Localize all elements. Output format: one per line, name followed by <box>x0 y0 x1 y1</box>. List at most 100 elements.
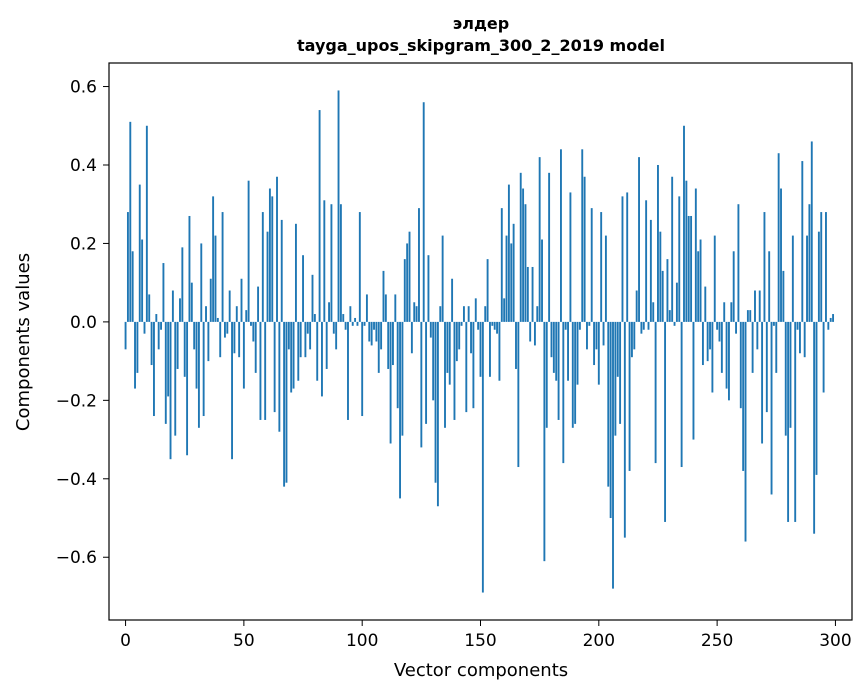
bar <box>164 321 167 424</box>
bar <box>765 321 768 413</box>
bar <box>325 321 328 369</box>
bar <box>768 251 771 322</box>
bar <box>825 212 827 322</box>
bar <box>491 321 494 326</box>
x-tick-label: 100 <box>346 631 378 651</box>
bar <box>550 321 553 358</box>
bar <box>791 235 794 322</box>
bar <box>671 176 674 322</box>
bar <box>259 321 262 420</box>
bar <box>744 321 747 542</box>
bar <box>820 212 823 322</box>
bar <box>664 321 667 522</box>
bar <box>273 321 276 413</box>
bar <box>541 239 543 322</box>
bar <box>418 208 420 322</box>
bar <box>730 302 733 322</box>
bar <box>406 243 409 322</box>
bar <box>190 282 193 322</box>
x-tick-label: 250 <box>701 631 733 651</box>
bar <box>777 153 780 322</box>
bar <box>481 321 484 593</box>
bar <box>361 321 364 417</box>
bar <box>384 294 387 322</box>
bar <box>649 219 652 322</box>
bar <box>311 274 314 322</box>
bar <box>515 321 517 369</box>
bar <box>586 321 588 350</box>
bar <box>560 149 562 322</box>
bar <box>642 321 645 330</box>
bar <box>306 321 309 334</box>
bar <box>668 310 671 322</box>
bar <box>604 235 607 322</box>
bar <box>564 321 567 330</box>
bar <box>531 266 534 322</box>
bar <box>685 180 688 322</box>
bar <box>394 294 397 322</box>
bar <box>202 321 205 417</box>
bar <box>538 157 541 322</box>
bar <box>645 200 648 322</box>
bar <box>330 204 333 322</box>
bar <box>512 223 515 322</box>
bar <box>517 321 520 468</box>
bar <box>470 321 472 354</box>
bar <box>602 321 605 346</box>
bar <box>607 321 610 487</box>
bar <box>801 161 804 322</box>
bar <box>621 196 624 322</box>
bar <box>261 212 264 322</box>
bar <box>250 321 252 326</box>
bar <box>351 321 354 326</box>
bar <box>242 321 245 389</box>
bar <box>661 270 664 322</box>
bar <box>451 278 454 322</box>
y-axis-label: Components values <box>13 253 34 431</box>
bar <box>254 321 257 373</box>
bar <box>576 321 579 385</box>
bar <box>171 290 174 322</box>
bar <box>720 321 723 373</box>
bar <box>347 321 349 420</box>
bar <box>373 321 375 330</box>
bar <box>460 321 463 326</box>
bar <box>562 321 565 464</box>
bar <box>638 157 640 322</box>
bar <box>742 321 745 471</box>
bar <box>392 321 394 366</box>
x-tick-label: 50 <box>233 631 255 651</box>
bar <box>815 321 818 475</box>
bar <box>609 321 612 519</box>
x-tick-label: 300 <box>819 631 851 651</box>
bar <box>247 180 250 322</box>
bar <box>264 321 267 420</box>
bar <box>335 321 338 350</box>
bar <box>193 321 196 350</box>
bar <box>489 321 491 377</box>
bar <box>735 321 737 334</box>
bar <box>659 231 662 322</box>
bar <box>555 321 558 381</box>
bar <box>817 231 820 322</box>
bar <box>723 302 726 322</box>
bar <box>207 321 210 362</box>
bar <box>597 321 600 385</box>
x-axis: 0 50 100 150 200 250 300 <box>120 620 852 651</box>
bar <box>810 141 813 322</box>
bar <box>784 321 787 436</box>
bar <box>444 321 446 428</box>
bar <box>188 215 191 322</box>
bar <box>697 251 700 322</box>
bar <box>245 310 248 322</box>
bar <box>796 321 799 330</box>
bar <box>349 306 352 322</box>
bar <box>654 321 657 464</box>
bar <box>569 192 572 322</box>
bar <box>633 321 636 350</box>
x-tick-label: 0 <box>120 631 131 651</box>
bar <box>155 314 158 322</box>
bar <box>761 321 764 444</box>
bar <box>337 90 340 322</box>
bar <box>588 321 591 326</box>
